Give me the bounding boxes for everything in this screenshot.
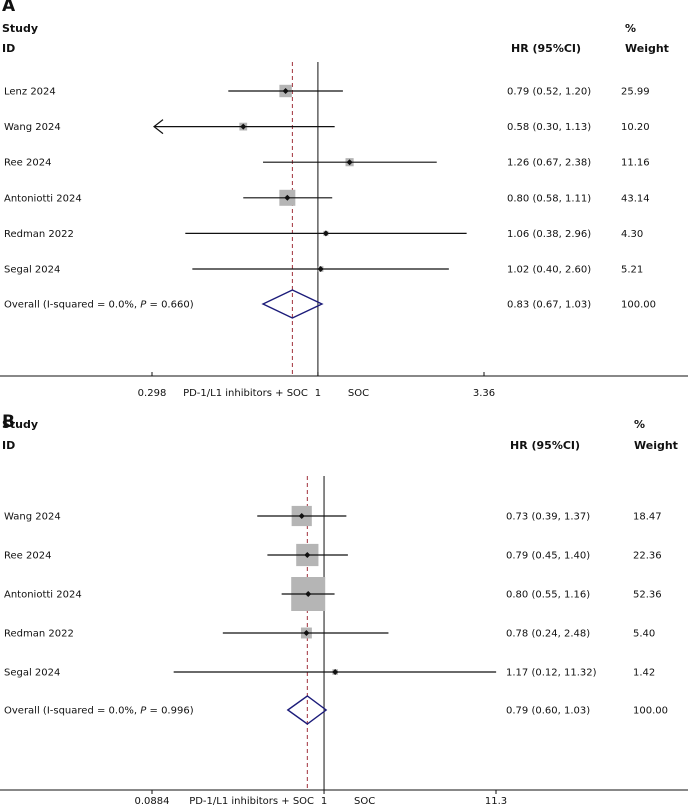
header-weight: Weight [634,439,678,452]
point-estimate [303,630,310,636]
weight-value: 22.36 [633,551,662,562]
favors-left-label: PD-1/L1 inhibitors + SOC [183,388,308,399]
hr-ci-value: 0.78 (0.24, 2.48) [506,629,590,640]
study-label: Ree 2024 [4,158,51,169]
point-estimate [322,230,329,237]
point-estimate [298,513,305,519]
point-estimate [346,159,353,166]
forest-plot-b-canvas: Wang 2024 0.73 (0.39, 1.37) 18.47 Ree 2024 0… [0,476,688,807]
hr-ci-value: 0.80 (0.58, 1.11) [507,193,591,204]
point-estimate [332,669,339,675]
study-label: Wang 2024 [4,512,61,523]
overall-diamond [261,289,324,319]
header-study: Study [2,418,39,431]
forest-plot-a: A Study ID HR (95%CI) % Weight Lenz 2024… [0,0,688,399]
header-percent: % [634,418,646,431]
hr-ci-value: 0.73 (0.39, 1.37) [506,512,590,523]
axis-label-max: 11.3 [485,796,507,807]
hr-ci-value: 1.02 (0.40, 2.60) [507,265,591,276]
header-hr: HR (95%CI) [511,42,582,55]
point-estimate [240,123,247,130]
study-label: Segal 2024 [4,668,60,679]
study-label: Redman 2022 [4,229,74,240]
weight-value: 43.14 [621,193,650,204]
hr-ci-value: 1.17 (0.12, 11.32) [506,668,597,679]
header-id: ID [2,42,16,55]
overall-hr-ci-value: 0.83 (0.67, 1.03) [507,300,591,311]
overall-weight-value: 100.00 [633,706,668,717]
weight-value: 18.47 [633,512,662,523]
axis-label-null: 1 [315,388,321,399]
hr-ci-value: 0.79 (0.52, 1.20) [507,87,591,98]
weight-value: 52.36 [633,590,662,601]
favors-right-label: SOC [348,388,369,399]
hr-ci-value: 1.26 (0.67, 2.38) [507,158,591,169]
hr-ci-value: 0.58 (0.30, 1.13) [507,122,591,133]
weight-value: 1.42 [633,668,655,679]
weight-value: 4.30 [621,229,643,240]
hr-ci-value: 0.79 (0.45, 1.40) [506,551,590,562]
hr-ci-value: 0.80 (0.55, 1.16) [506,590,590,601]
header-study: Study [2,22,39,35]
axis-label-min: 0.0884 [135,796,170,807]
header-weight: Weight [625,42,669,55]
study-label: Antoniotti 2024 [4,193,82,204]
overall-hr-ci-value: 0.79 (0.60, 1.03) [506,706,590,717]
point-estimate [305,591,312,597]
study-label: Wang 2024 [4,122,61,133]
hr-ci-value: 1.06 (0.38, 2.96) [507,229,591,240]
point-estimate [284,194,291,201]
axis-label-min: 0.298 [138,388,167,399]
forest-plot-a-canvas: Lenz 2024 0.79 (0.52, 1.20) 25.99 Wang 2024… [0,62,688,399]
overall-weight-value: 100.00 [621,300,656,311]
overall-diamond [286,695,328,725]
ci-arrow [153,119,164,135]
header-percent: % [625,22,637,35]
weight-value: 10.20 [621,122,650,133]
overall-label: Overall (I-squared = 0.0%, P = 0.660) [4,300,194,311]
favors-right-label: SOC [354,796,375,807]
forest-plot-b: B Study ID HR (95%CI) % Weight Wang 2024… [0,412,688,810]
weight-value: 5.21 [621,265,643,276]
axis-label-null: 1 [321,796,327,807]
header-hr: HR (95%CI) [510,439,581,452]
header-id: ID [2,439,16,452]
overall-label: Overall (I-squared = 0.0%, P = 0.996) [4,706,194,717]
axis-label-max: 3.36 [473,388,495,399]
point-estimate [282,88,289,94]
panel-label-b: B [2,412,15,432]
study-label: Redman 2022 [4,629,74,640]
weight-value: 11.16 [621,158,650,169]
study-label: Ree 2024 [4,551,51,562]
point-estimate [317,266,324,272]
point-estimate [304,552,311,558]
favors-left-label: PD-1/L1 inhibitors + SOC [189,796,314,807]
study-label: Segal 2024 [4,265,60,276]
weight-value: 5.40 [633,629,655,640]
weight-value: 25.99 [621,87,650,98]
study-label: Antoniotti 2024 [4,590,82,601]
panel-label-a: A [2,0,16,16]
study-label: Lenz 2024 [4,87,56,98]
